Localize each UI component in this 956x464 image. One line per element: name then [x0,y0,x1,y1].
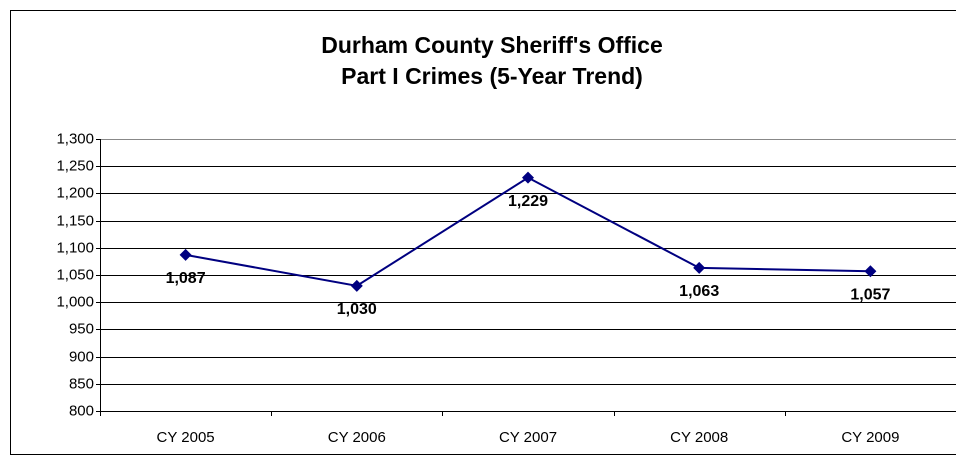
y-tick-label: 1,000 [56,293,94,310]
y-tick-label: 850 [69,375,94,392]
y-tick-label: 900 [69,348,94,365]
data-point [179,248,192,261]
y-tick-label: 1,100 [56,239,94,256]
value-label: 1,229 [508,193,548,210]
chart-subtitle: Part I Crimes (5-Year Trend) [341,63,643,89]
data-point [693,261,706,274]
value-label: 1,063 [679,283,719,300]
x-tick-label: CY 2008 [670,429,728,446]
y-tick-label: 1,200 [56,184,94,201]
x-tick-label: CY 2006 [328,429,386,446]
data-point [522,171,534,184]
value-label: 1,057 [850,286,890,303]
chart-frame [10,10,956,455]
y-tick-label: 1,300 [56,130,94,147]
y-tick-label: 1,050 [56,266,94,283]
chart-title: Durham County Sheriff's Office [321,32,663,58]
data-point [350,279,363,292]
y-tick-label: 950 [69,320,94,337]
value-label: 1,030 [337,301,377,318]
data-point [864,265,877,278]
y-tick-label: 1,250 [56,157,94,174]
x-tick-label: CY 2007 [499,429,557,446]
x-tick-label: CY 2005 [157,429,215,446]
y-tick-label: 1,150 [56,212,94,229]
value-label: 1,087 [166,270,206,287]
x-tick-label: CY 2009 [841,429,899,446]
y-tick-label: 800 [69,402,94,419]
